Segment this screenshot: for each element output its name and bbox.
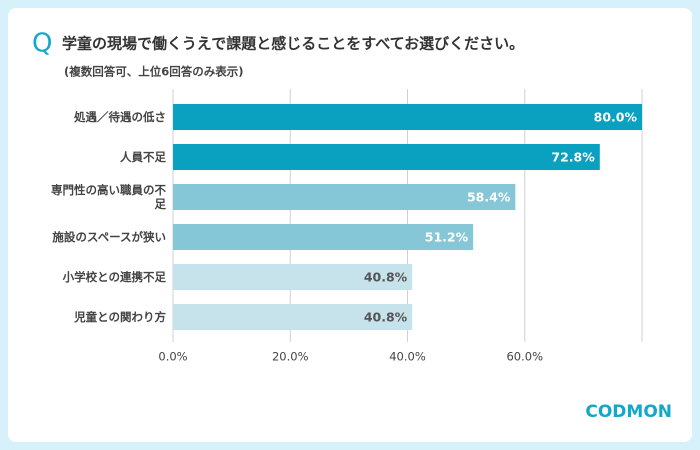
category-label-box: 児童との関わり方 [74, 310, 166, 324]
y-tick-label: 施設のスペースが狭い [52, 230, 166, 244]
bar [173, 304, 413, 330]
x-tick-label: 60.0% [506, 350, 543, 364]
value-label: 51.2% [425, 230, 469, 245]
bar [173, 224, 474, 250]
logo: CODMON [585, 402, 672, 422]
x-tick-label: 40.0% [389, 350, 426, 364]
category-label-box: 小学校との連携不足 [62, 270, 166, 284]
y-tick-label: 専門性の高い職員の不足 [51, 183, 166, 211]
category-label-box: 施設のスペースが狭い [52, 230, 166, 244]
y-tick-label: 児童との関わり方 [74, 310, 166, 324]
category-label-box: 処遇／待遇の低さ [74, 110, 166, 124]
category-label-box: 専門性の高い職員の不足 [51, 183, 166, 211]
bar [173, 144, 600, 170]
y-tick-label: 小学校との連携不足 [62, 270, 166, 284]
category-label-box: 人員不足 [120, 150, 166, 164]
x-tick-label: 20.0% [272, 350, 309, 364]
chart-subtitle: (複数回答可、上位6回答のみ表示) [64, 65, 244, 79]
chart-title: 学童の現場で働くうえで課題と感じることをすべてお選びください。 [62, 35, 524, 53]
value-label: 40.8% [364, 310, 408, 325]
x-tick-label: 0.0% [158, 350, 187, 364]
bar [173, 264, 413, 290]
value-label: 72.8% [551, 150, 595, 165]
bar [173, 184, 516, 210]
y-tick-label: 人員不足 [120, 150, 166, 164]
value-label: 58.4% [467, 190, 511, 205]
bar [173, 104, 642, 130]
title-marker: Q [32, 29, 52, 59]
value-label: 80.0% [594, 110, 638, 125]
value-label: 40.8% [364, 270, 408, 285]
y-tick-label: 処遇／待遇の低さ [74, 110, 166, 124]
